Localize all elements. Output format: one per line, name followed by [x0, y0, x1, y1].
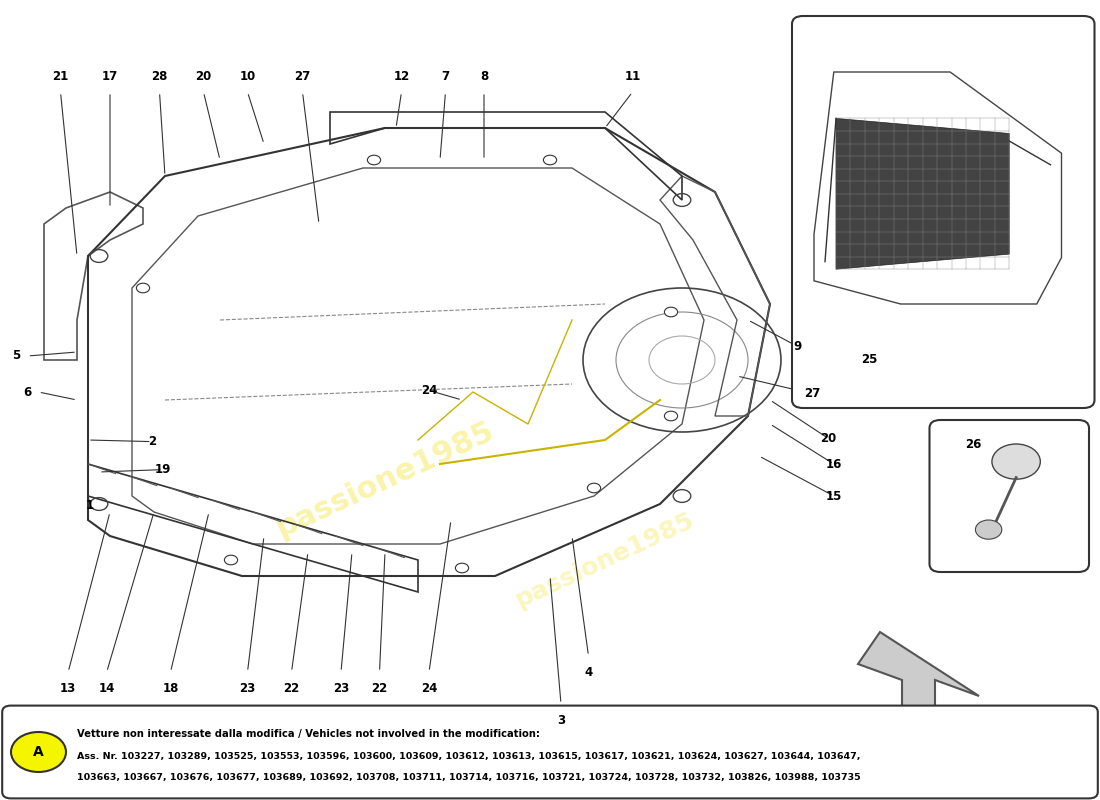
- Text: 24: 24: [421, 384, 437, 397]
- Text: 7: 7: [441, 70, 450, 82]
- Text: 23: 23: [240, 682, 255, 694]
- Text: 23: 23: [333, 682, 349, 694]
- Text: 6: 6: [23, 386, 32, 398]
- Text: 26: 26: [966, 438, 981, 450]
- Text: 27: 27: [295, 70, 310, 82]
- Polygon shape: [836, 118, 1010, 269]
- Circle shape: [664, 307, 678, 317]
- Text: 20: 20: [821, 432, 836, 445]
- FancyBboxPatch shape: [792, 16, 1094, 408]
- Text: 9: 9: [793, 340, 802, 353]
- Text: 10: 10: [240, 70, 255, 82]
- Text: 27: 27: [804, 387, 820, 400]
- Circle shape: [664, 411, 678, 421]
- Text: 5: 5: [12, 350, 21, 362]
- Text: 2: 2: [147, 435, 156, 448]
- Text: 17: 17: [102, 70, 118, 82]
- Text: 28: 28: [152, 70, 167, 82]
- Circle shape: [976, 520, 1002, 539]
- Text: 22: 22: [284, 682, 299, 694]
- Text: 25: 25: [861, 354, 877, 366]
- Circle shape: [455, 563, 469, 573]
- Text: 21: 21: [53, 70, 68, 82]
- Text: 4: 4: [584, 666, 593, 678]
- Text: Ass. Nr. 103227, 103289, 103525, 103553, 103596, 103600, 103609, 103612, 103613,: Ass. Nr. 103227, 103289, 103525, 103553,…: [77, 751, 860, 761]
- FancyBboxPatch shape: [930, 420, 1089, 572]
- Text: 11: 11: [625, 70, 640, 82]
- Text: passione1985: passione1985: [272, 417, 498, 543]
- Text: 15: 15: [826, 490, 842, 502]
- Text: Vetture non interessate dalla modifica / Vehicles not involved in the modificati: Vetture non interessate dalla modifica /…: [77, 729, 540, 738]
- Circle shape: [367, 155, 381, 165]
- Circle shape: [587, 483, 601, 493]
- Text: 14: 14: [99, 682, 114, 694]
- Text: 13: 13: [60, 682, 76, 694]
- Circle shape: [992, 444, 1041, 479]
- Text: 22: 22: [372, 682, 387, 694]
- Circle shape: [11, 732, 66, 772]
- Text: A: A: [33, 745, 44, 759]
- Circle shape: [543, 155, 557, 165]
- FancyBboxPatch shape: [2, 706, 1098, 798]
- Text: 24: 24: [421, 682, 437, 694]
- FancyBboxPatch shape: [0, 28, 864, 732]
- Polygon shape: [858, 632, 979, 720]
- Circle shape: [224, 555, 238, 565]
- Text: 3: 3: [557, 714, 565, 726]
- Circle shape: [136, 283, 150, 293]
- Text: 16: 16: [826, 458, 842, 470]
- Text: passione1985: passione1985: [512, 508, 698, 612]
- Text: 18: 18: [163, 682, 178, 694]
- Text: 1: 1: [86, 499, 95, 512]
- Text: 19: 19: [155, 463, 170, 476]
- Text: 103663, 103667, 103676, 103677, 103689, 103692, 103708, 103711, 103714, 103716, : 103663, 103667, 103676, 103677, 103689, …: [77, 773, 860, 782]
- Text: 8: 8: [480, 70, 488, 82]
- Text: 12: 12: [394, 70, 409, 82]
- Text: 20: 20: [196, 70, 211, 82]
